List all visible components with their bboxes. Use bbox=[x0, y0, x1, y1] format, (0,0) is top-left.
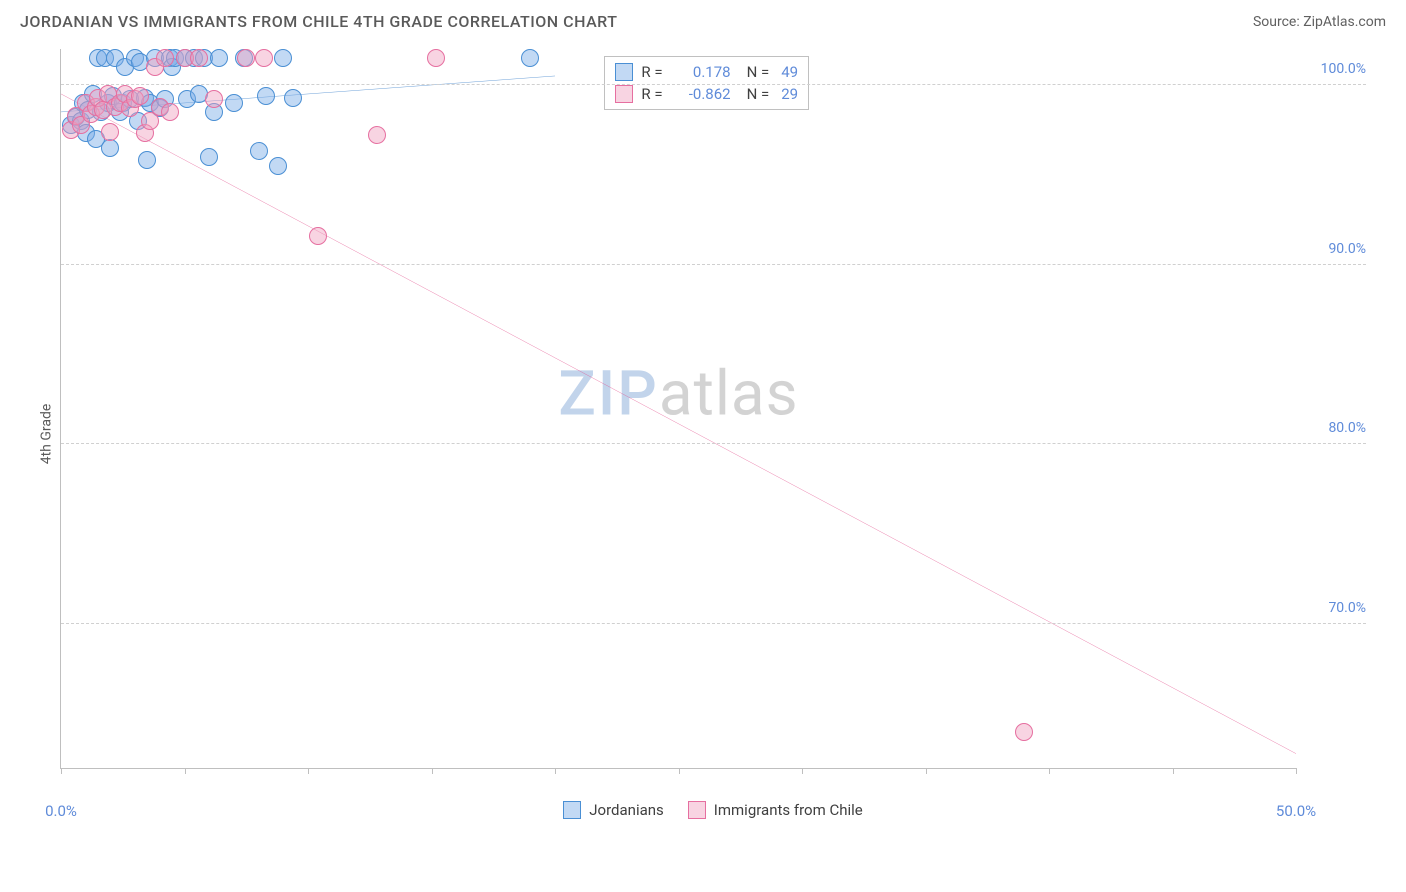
scatter-point bbox=[269, 157, 287, 175]
source-link[interactable]: ZipAtlas.com bbox=[1303, 14, 1386, 30]
y-tick-label: 70.0% bbox=[1306, 600, 1366, 616]
x-tick bbox=[1296, 768, 1297, 774]
scatter-point bbox=[210, 49, 228, 67]
scatter-point bbox=[250, 142, 268, 160]
stats-row: R = -0.862 N = 29 bbox=[615, 83, 798, 105]
r-value: 0.178 bbox=[671, 63, 731, 81]
legend-label: Jordanians bbox=[589, 801, 664, 819]
y-tick-label: 90.0% bbox=[1306, 241, 1366, 257]
legend-item: Jordanians bbox=[563, 801, 664, 819]
n-value: 29 bbox=[781, 85, 798, 103]
scatter-point bbox=[521, 49, 539, 67]
scatter-point bbox=[255, 49, 273, 67]
x-tick bbox=[432, 768, 433, 774]
x-tick bbox=[61, 768, 62, 774]
trend-lines bbox=[61, 49, 1296, 768]
scatter-point bbox=[284, 89, 302, 107]
x-tick bbox=[679, 768, 680, 774]
scatter-point bbox=[225, 94, 243, 112]
gridline bbox=[61, 443, 1366, 444]
source-attribution: Source: ZipAtlas.com bbox=[1253, 14, 1386, 30]
scatter-point bbox=[309, 227, 327, 245]
scatter-point bbox=[190, 49, 208, 67]
gridline bbox=[61, 264, 1366, 265]
legend-swatch bbox=[563, 801, 581, 819]
x-tick bbox=[308, 768, 309, 774]
n-label: N = bbox=[747, 85, 770, 103]
gridline bbox=[61, 623, 1366, 624]
chart-area: 4th Grade ZIPatlas R =0.178N =49R =-0.86… bbox=[50, 39, 1376, 829]
legend-swatch bbox=[688, 801, 706, 819]
legend-swatch bbox=[615, 63, 633, 81]
scatter-point bbox=[427, 49, 445, 67]
x-tick bbox=[802, 768, 803, 774]
y-tick-label: 80.0% bbox=[1306, 420, 1366, 436]
watermark-atlas: atlas bbox=[659, 358, 799, 431]
x-tick bbox=[555, 768, 556, 774]
scatter-point bbox=[156, 49, 174, 67]
x-tick bbox=[185, 768, 186, 774]
n-value: 49 bbox=[781, 63, 798, 81]
x-tick bbox=[1173, 768, 1174, 774]
stats-row: R = 0.178 N = 49 bbox=[615, 61, 798, 83]
r-label: R = bbox=[641, 63, 662, 81]
y-tick-label: 100.0% bbox=[1306, 61, 1366, 77]
scatter-point bbox=[237, 49, 255, 67]
legend-label: Immigrants from Chile bbox=[714, 801, 863, 819]
r-label: R = bbox=[641, 85, 662, 103]
scatter-point bbox=[101, 123, 119, 141]
scatter-point bbox=[101, 139, 119, 157]
watermark: ZIPatlas bbox=[558, 358, 798, 431]
scatter-point bbox=[205, 90, 223, 108]
x-tick bbox=[1049, 768, 1050, 774]
legend-item: Immigrants from Chile bbox=[688, 801, 863, 819]
scatter-point bbox=[131, 87, 149, 105]
watermark-zip: ZIP bbox=[558, 358, 659, 431]
gridline bbox=[61, 84, 1366, 85]
footer-legend: Jordanians Immigrants from Chile bbox=[50, 801, 1376, 819]
x-tick bbox=[926, 768, 927, 774]
scatter-point bbox=[274, 49, 292, 67]
scatter-point bbox=[200, 148, 218, 166]
legend-swatch bbox=[615, 85, 633, 103]
chart-title: JORDANIAN VS IMMIGRANTS FROM CHILE 4TH G… bbox=[20, 12, 617, 31]
scatter-point bbox=[138, 151, 156, 169]
scatter-point bbox=[257, 87, 275, 105]
y-axis-label: 4th Grade bbox=[38, 404, 54, 465]
scatter-point bbox=[1015, 723, 1033, 741]
trend-line bbox=[61, 94, 1296, 754]
n-label: N = bbox=[747, 63, 770, 81]
source-prefix: Source: bbox=[1253, 14, 1303, 30]
r-value: -0.862 bbox=[671, 85, 731, 103]
scatter-point bbox=[161, 103, 179, 121]
plot-region: ZIPatlas R =0.178N =49R =-0.862N =29 70.… bbox=[60, 49, 1296, 769]
scatter-point bbox=[368, 126, 386, 144]
